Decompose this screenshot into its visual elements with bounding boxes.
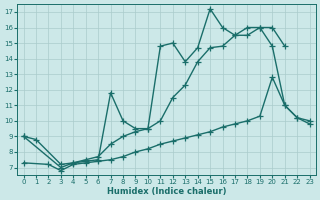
X-axis label: Humidex (Indice chaleur): Humidex (Indice chaleur) (107, 187, 226, 196)
